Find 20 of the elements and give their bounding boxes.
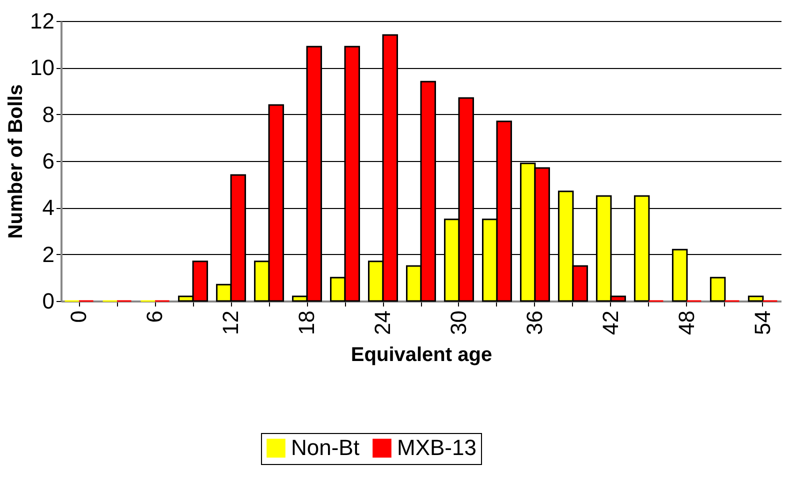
y-tick-label: 6 <box>42 148 54 174</box>
x-tick-label: 48 <box>674 310 699 335</box>
y-tick-label: 2 <box>42 242 54 267</box>
x-tick-label: 0 <box>66 310 92 323</box>
x-tick-label: 12 <box>218 310 244 335</box>
x-tick-label: 42 <box>598 310 623 335</box>
y-axis-title: Number of Bolls <box>5 84 28 239</box>
x-tick-label: 36 <box>522 310 547 335</box>
y-tick-label: 4 <box>42 195 54 220</box>
legend-label: MXB-13 <box>397 435 476 460</box>
y-tick-label: 8 <box>42 102 54 127</box>
x-tick-label: 24 <box>370 310 396 335</box>
x-tick-label: 30 <box>446 310 471 335</box>
x-axis-title: Equivalent age <box>350 344 492 366</box>
x-tick-label: 18 <box>294 310 320 335</box>
y-tick-label: 12 <box>30 8 54 34</box>
y-tick-label: 10 <box>30 55 54 80</box>
legend-label: Non-Bt <box>291 435 360 460</box>
x-tick-label: 6 <box>142 310 168 323</box>
x-tick-label: 54 <box>750 310 775 335</box>
